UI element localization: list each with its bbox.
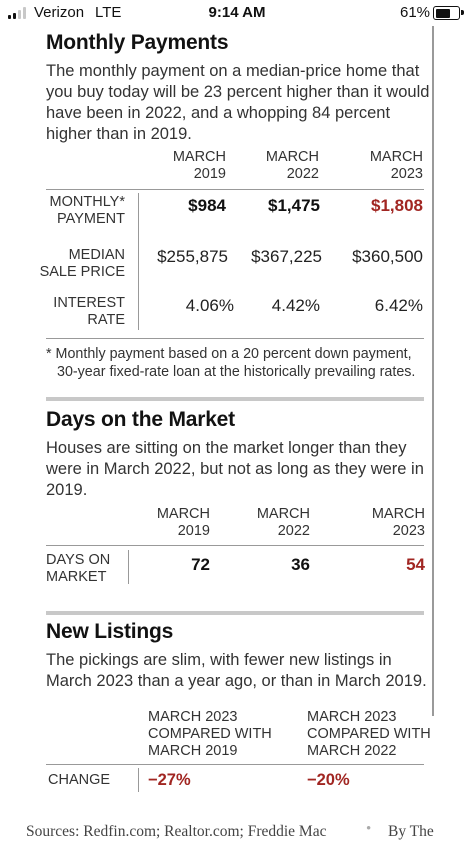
column-header-2023: MARCH 2023 xyxy=(369,149,423,182)
change-vs-2019: −27% xyxy=(148,771,191,789)
status-bar: Verizon LTE 9:14 AM 61% xyxy=(0,0,474,26)
change-vs-2022: −20% xyxy=(307,771,350,789)
column-header-2023: MARCH 2023 xyxy=(371,506,425,539)
row-label-interest-rate: INTEREST RATE xyxy=(53,295,125,328)
separator-dot: • xyxy=(366,823,372,837)
column-rule xyxy=(432,26,434,716)
status-time: 9:14 AM xyxy=(208,4,266,21)
value-cell: 6.42% xyxy=(374,296,423,315)
value-cell: 4.06% xyxy=(185,296,234,315)
label-rule xyxy=(128,550,129,584)
new-listings-description: The pickings are slim, with fewer new li… xyxy=(46,651,427,690)
sources-text: Sources: Redfin.com; Realtor.com; Freddi… xyxy=(26,823,327,840)
label-rule xyxy=(138,193,139,330)
column-header-vs-2019: MARCH 2023 COMPARED WITH MARCH 2019 xyxy=(148,709,272,759)
monthly-payments-description: The monthly payment on a median-price ho… xyxy=(46,62,430,143)
column-header-2022: MARCH 2022 xyxy=(256,506,310,539)
column-header-2019: MARCH 2019 xyxy=(156,506,210,539)
row-label-days-on-market: DAYS ON MARKET xyxy=(46,552,111,585)
source-credit: Sources: Redfin.com; Realtor.com; Freddi… xyxy=(0,823,474,842)
row-label-change: CHANGE xyxy=(48,772,111,788)
value-cell-highlight: $1,808 xyxy=(371,196,423,215)
battery-percent: 61% xyxy=(400,4,431,21)
label-rule xyxy=(138,768,139,792)
column-header-vs-2022: MARCH 2023 COMPARED WITH MARCH 2022 xyxy=(307,709,431,759)
column-header-2019: MARCH 2019 xyxy=(172,149,226,182)
value-cell: $984 xyxy=(188,196,226,215)
footnote-rule xyxy=(46,338,424,339)
value-cell: 4.42% xyxy=(271,296,320,315)
carrier-name: Verizon xyxy=(34,4,85,21)
header-rule xyxy=(46,189,424,190)
value-cell-highlight: 54 xyxy=(406,555,425,574)
value-cell: $255,875 xyxy=(157,247,228,266)
value-cell: 36 xyxy=(291,555,310,574)
row-label-median-sale-price: MEDIAN SALE PRICE xyxy=(39,247,125,280)
battery-icon xyxy=(433,6,464,20)
days-on-market-title: Days on the Market xyxy=(46,408,235,431)
section-divider xyxy=(46,397,424,401)
footnote: * Monthly payment based on a 20 percent … xyxy=(46,346,416,380)
section-divider xyxy=(46,611,424,615)
header-rule xyxy=(46,545,424,546)
header-rule xyxy=(46,764,424,765)
new-listings-title: New Listings xyxy=(46,620,174,643)
network-type: LTE xyxy=(95,4,122,21)
byline-text: By The xyxy=(388,823,434,840)
value-cell: $1,475 xyxy=(268,196,320,215)
value-cell: $360,500 xyxy=(352,247,423,266)
row-label-monthly-payment: MONTHLY* PAYMENT xyxy=(49,194,125,227)
value-cell: 72 xyxy=(191,555,210,574)
column-header-2022: MARCH 2022 xyxy=(265,149,319,182)
value-cell: $367,225 xyxy=(251,247,322,266)
monthly-payments-title: Monthly Payments xyxy=(46,31,229,54)
signal-strength-icon xyxy=(8,7,30,19)
days-on-market-description: Houses are sitting on the market longer … xyxy=(46,439,424,499)
